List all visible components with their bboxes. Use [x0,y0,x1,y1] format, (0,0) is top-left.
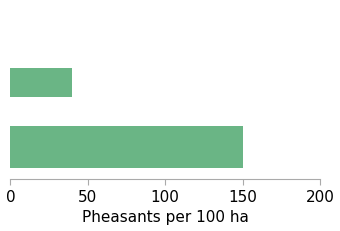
Bar [10,68,72,97]
Bar [10,126,243,168]
X-axis label: Pheasants per 100 ha: Pheasants per 100 ha [82,210,249,225]
